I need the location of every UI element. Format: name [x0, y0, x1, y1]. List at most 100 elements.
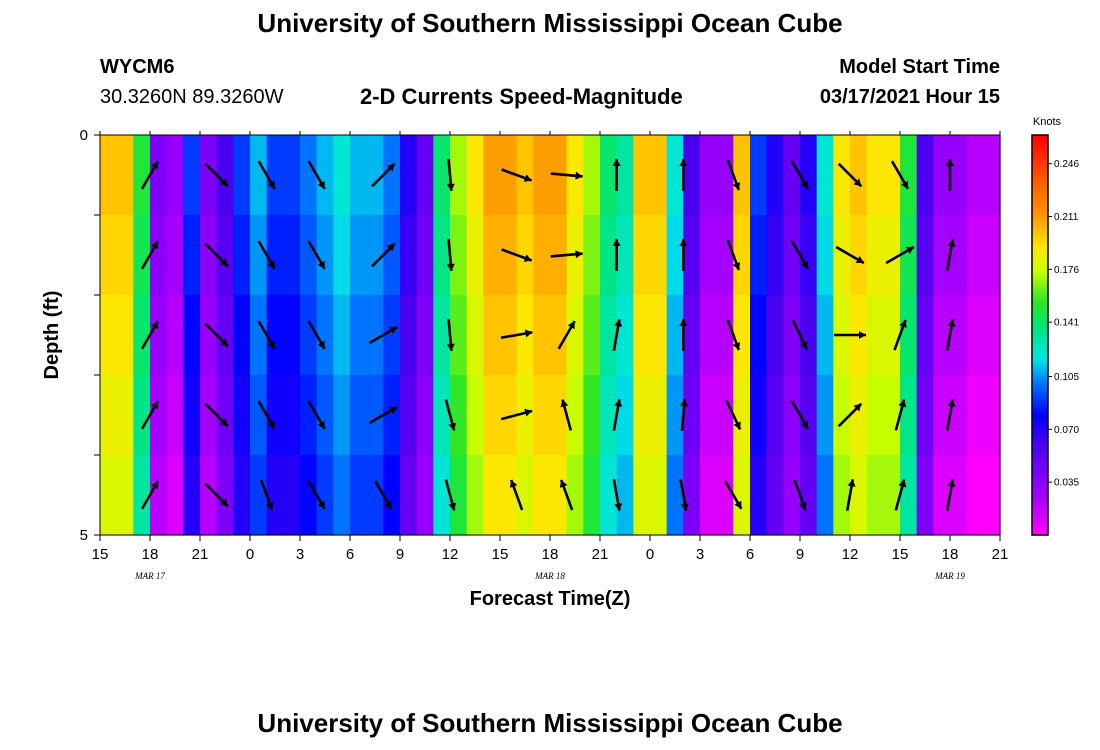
arrow-head [614, 503, 623, 511]
current-arrow [374, 480, 393, 510]
x-tick-label: 3 [296, 546, 304, 563]
arrow-head [947, 479, 956, 487]
heatmap-cell [166, 215, 184, 296]
heatmap-cell [450, 375, 468, 456]
station-coords: 30.3260N 89.3260W [100, 86, 284, 108]
heatmap-cell [766, 135, 784, 216]
heatmap-cell [800, 295, 818, 376]
heatmap-cell [266, 295, 284, 376]
heatmap-cell [183, 135, 201, 216]
colorbar-segment [1032, 251, 1048, 256]
heatmap-cell [300, 455, 318, 536]
heatmap-cell [150, 215, 168, 296]
current-arrow [845, 479, 856, 511]
colorbar-segment [1032, 398, 1048, 403]
current-arrow [612, 319, 623, 351]
heatmap-cell [883, 375, 901, 456]
heatmap-cell [716, 135, 734, 216]
current-arrow [257, 320, 276, 350]
axes: 15 18 21 0 3 6 9 12 15 18 21 0 3 6 9 12 15 18 21 MAR 17 MAR … [41, 127, 1008, 610]
heatmap-cell [283, 295, 301, 376]
arrow-head [151, 481, 158, 490]
colorbar-segment [1032, 135, 1048, 139]
current-arrow [307, 240, 326, 270]
heatmap-cell [633, 295, 651, 376]
heatmap-cell [766, 455, 784, 536]
colorbar-segment [1032, 241, 1048, 246]
heatmap-cell [933, 455, 951, 536]
colorbar-segment [1032, 245, 1048, 249]
heatmap-cell [200, 455, 218, 536]
arrow-head [267, 340, 275, 349]
arrow-head [448, 422, 457, 431]
heatmap-cell [250, 295, 268, 376]
colorbar-segment [1032, 281, 1048, 286]
heatmap-cell [750, 295, 768, 376]
heatmap-cell [116, 295, 134, 376]
heatmap-cell [116, 455, 134, 536]
heatmap-cell [916, 455, 934, 536]
colorbar-segment [1032, 488, 1048, 493]
heatmap-cell [933, 295, 951, 376]
current-arrow [140, 160, 160, 190]
heatmap-cell [966, 295, 984, 376]
heatmap-cell [766, 375, 784, 456]
current-arrow [792, 319, 808, 351]
arrow-head [859, 331, 866, 339]
heatmap-cell [766, 295, 784, 376]
heatmap-cell [466, 455, 484, 536]
arrow-head [679, 159, 688, 166]
colorbar-segment [1032, 225, 1048, 229]
heatmap-cell [966, 215, 984, 296]
heatmap-cell [233, 375, 251, 456]
heatmap-cell [900, 295, 918, 376]
x-tick-label: 21 [592, 546, 609, 563]
heatmap-cell [850, 375, 868, 456]
heatmap-cell [266, 375, 284, 456]
heatmap-cell [183, 295, 201, 376]
arrow-head [317, 340, 325, 349]
arrow-head [800, 341, 808, 350]
colorbar-tick-label: 0.211 [1054, 212, 1079, 223]
current-arrow [726, 239, 741, 271]
colorbar-segment [1032, 405, 1048, 409]
arrow-head [575, 171, 583, 180]
current-arrow [612, 159, 621, 191]
heatmap-cell [416, 295, 434, 376]
current-arrow [557, 320, 576, 350]
colorbar-segment [1032, 221, 1048, 226]
arrow-head [220, 418, 228, 427]
colorbar-segment [1032, 525, 1048, 529]
heatmap-cell [100, 215, 118, 296]
heatmap-cell [666, 215, 684, 296]
arrow-head [524, 329, 533, 338]
colorbar-segment [1032, 391, 1048, 396]
heatmap-cell [950, 135, 968, 216]
heatmap-cell [133, 455, 151, 536]
heatmap-cell [800, 455, 818, 536]
station-id: WYCM6 [100, 56, 175, 78]
heatmap-cell [150, 455, 168, 536]
x-tick-label: 9 [396, 546, 404, 563]
current-arrow [612, 479, 623, 511]
heatmap-cell [900, 455, 918, 536]
heatmap-cell [516, 295, 534, 376]
heatmap-cell [783, 375, 801, 456]
heatmap-cell [850, 135, 868, 216]
current-arrow [835, 245, 865, 265]
current-arrow [204, 162, 229, 188]
heatmap-cell [483, 375, 501, 456]
current-arrow [307, 480, 326, 510]
heatmap-cell [366, 135, 384, 216]
arrow-head [220, 258, 228, 267]
colorbar-label: Knots [1033, 116, 1062, 128]
current-arrow [368, 325, 398, 345]
colorbar-segment [1032, 521, 1048, 526]
heatmap-cell [933, 135, 951, 216]
heatmap-cell [750, 375, 768, 456]
current-arrow [501, 168, 533, 182]
heatmap-cell [283, 135, 301, 216]
colorbar-segment [1032, 441, 1048, 446]
x-tick-label: 12 [842, 546, 859, 563]
heatmap-cell [250, 135, 268, 216]
